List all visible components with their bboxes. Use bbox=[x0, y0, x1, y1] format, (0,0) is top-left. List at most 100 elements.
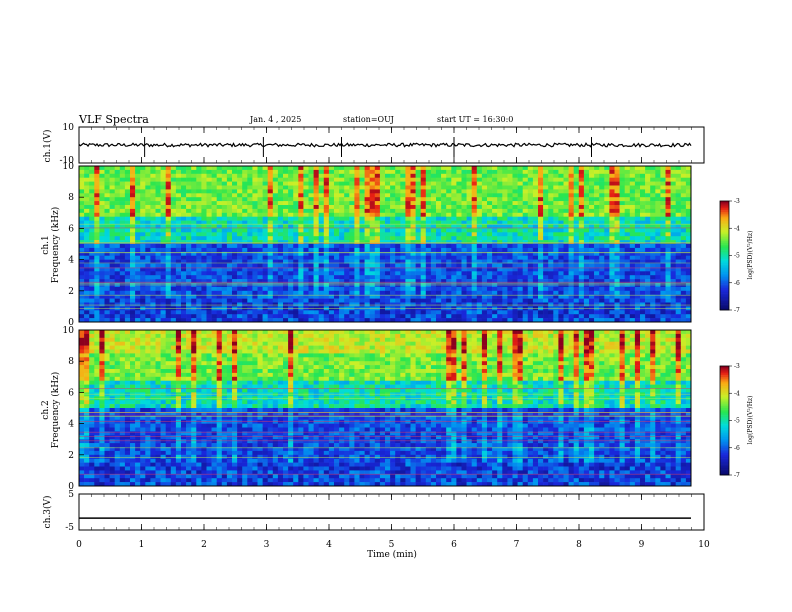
spec1-cell bbox=[517, 275, 523, 280]
spec1-cell bbox=[242, 236, 248, 241]
spec1-cell bbox=[339, 185, 345, 190]
spec1-cell bbox=[573, 173, 580, 178]
spec1-cell bbox=[400, 189, 406, 194]
spec1-cell bbox=[226, 181, 233, 186]
spec1-cell bbox=[160, 177, 166, 182]
spec1-cell bbox=[446, 197, 452, 202]
spec1-cell bbox=[573, 169, 580, 175]
spec1-cell bbox=[583, 169, 590, 175]
spec1-cell bbox=[410, 236, 416, 241]
spec1-cell bbox=[589, 169, 595, 175]
spec1-cell bbox=[675, 255, 682, 260]
spec1-cell bbox=[563, 314, 569, 319]
spec1-cell bbox=[502, 224, 508, 229]
spec1-cell bbox=[456, 275, 462, 280]
spec1-cell bbox=[548, 286, 554, 292]
spec1-cell bbox=[359, 228, 365, 233]
spec1-cell bbox=[640, 220, 646, 225]
spec1-cell bbox=[599, 201, 605, 206]
spec1-cell bbox=[624, 216, 631, 221]
spec1-cell bbox=[79, 169, 85, 175]
spec1-cell bbox=[165, 189, 172, 194]
spec2-cell bbox=[79, 404, 85, 409]
spec1-cell bbox=[135, 275, 141, 280]
spec1-cell bbox=[594, 310, 600, 315]
spec1-cell bbox=[604, 244, 610, 249]
spec1-cell bbox=[232, 298, 238, 303]
cb1-step bbox=[720, 228, 729, 231]
spec1-cell bbox=[293, 220, 299, 225]
spec1-cell bbox=[216, 310, 223, 315]
spec1-cell bbox=[629, 205, 636, 210]
spec1-cell bbox=[344, 189, 350, 194]
spec1-cell bbox=[624, 314, 631, 319]
spec1-cell bbox=[553, 271, 559, 276]
spec1-cell bbox=[308, 247, 314, 253]
spec1-cell bbox=[262, 279, 268, 284]
spec1-cell bbox=[532, 259, 539, 264]
spec1-cell bbox=[466, 205, 472, 210]
spec1-cell bbox=[237, 197, 243, 202]
spec1-cell bbox=[420, 181, 427, 186]
spec1-cell bbox=[339, 302, 345, 307]
spec1-cell bbox=[257, 201, 263, 206]
spec1-cell bbox=[145, 271, 151, 276]
spec1-cell bbox=[379, 255, 386, 260]
spec1-cell bbox=[216, 267, 223, 272]
spec1-cell bbox=[476, 271, 483, 276]
spec1-cell bbox=[436, 197, 442, 202]
ch1-spectrogram-ylabel-freq: Frequency (kHz) bbox=[50, 207, 61, 284]
spec1-cell bbox=[548, 247, 554, 253]
spec1-cell bbox=[441, 189, 447, 194]
spec1-cell bbox=[614, 298, 620, 303]
cb1-step bbox=[720, 270, 729, 273]
spec1-cell bbox=[206, 286, 212, 292]
cb1-step bbox=[720, 231, 729, 234]
spec1-cell bbox=[206, 169, 212, 175]
spec1-cell bbox=[446, 286, 452, 292]
spec1-cell bbox=[645, 166, 651, 171]
spec1-cell bbox=[196, 314, 202, 319]
spec1-cell bbox=[594, 267, 600, 272]
spec1-cell bbox=[558, 189, 564, 194]
spec1-cell bbox=[283, 232, 289, 237]
spec1-cell bbox=[548, 310, 554, 315]
spec1-cell bbox=[517, 310, 523, 315]
spec1-cell bbox=[680, 201, 687, 206]
spec1-cell bbox=[262, 302, 268, 307]
cb1-step bbox=[720, 282, 729, 285]
spec1-cell bbox=[405, 205, 411, 210]
spec1-cell bbox=[247, 247, 253, 253]
spec1-cell bbox=[211, 263, 217, 268]
spec1-cell bbox=[405, 181, 411, 186]
spec1-cell bbox=[487, 279, 493, 284]
spec1-cell bbox=[405, 251, 411, 256]
spec1-cell bbox=[313, 259, 319, 264]
spec1-cell bbox=[89, 232, 95, 237]
spec1-cell bbox=[334, 271, 340, 276]
spec1-cell bbox=[400, 236, 406, 241]
cb1-step bbox=[720, 300, 729, 304]
spec1-cell bbox=[685, 193, 692, 198]
spec1-cell bbox=[318, 232, 325, 237]
spec1-cell bbox=[543, 205, 549, 210]
spec1-cell bbox=[599, 236, 605, 241]
spec1-cell bbox=[425, 216, 432, 221]
spec1-cell bbox=[313, 271, 319, 276]
spec1-cell bbox=[481, 286, 488, 292]
spec1-cell bbox=[252, 189, 258, 194]
spec1-cell bbox=[650, 310, 656, 315]
spec1-cell bbox=[252, 302, 258, 307]
spec1-cell bbox=[446, 212, 452, 217]
spec1-cell bbox=[451, 228, 457, 233]
spec1-cell bbox=[441, 177, 447, 182]
spec1-cell bbox=[456, 247, 462, 253]
spec1-cell bbox=[84, 247, 90, 253]
spec1-cell bbox=[614, 201, 620, 206]
spec1-cell bbox=[242, 177, 248, 182]
spec1-cell bbox=[308, 189, 314, 194]
spec1-cell bbox=[293, 286, 299, 292]
spec1-cell bbox=[242, 271, 248, 276]
spec1-cell bbox=[665, 216, 671, 221]
spec1-cell bbox=[165, 193, 172, 198]
